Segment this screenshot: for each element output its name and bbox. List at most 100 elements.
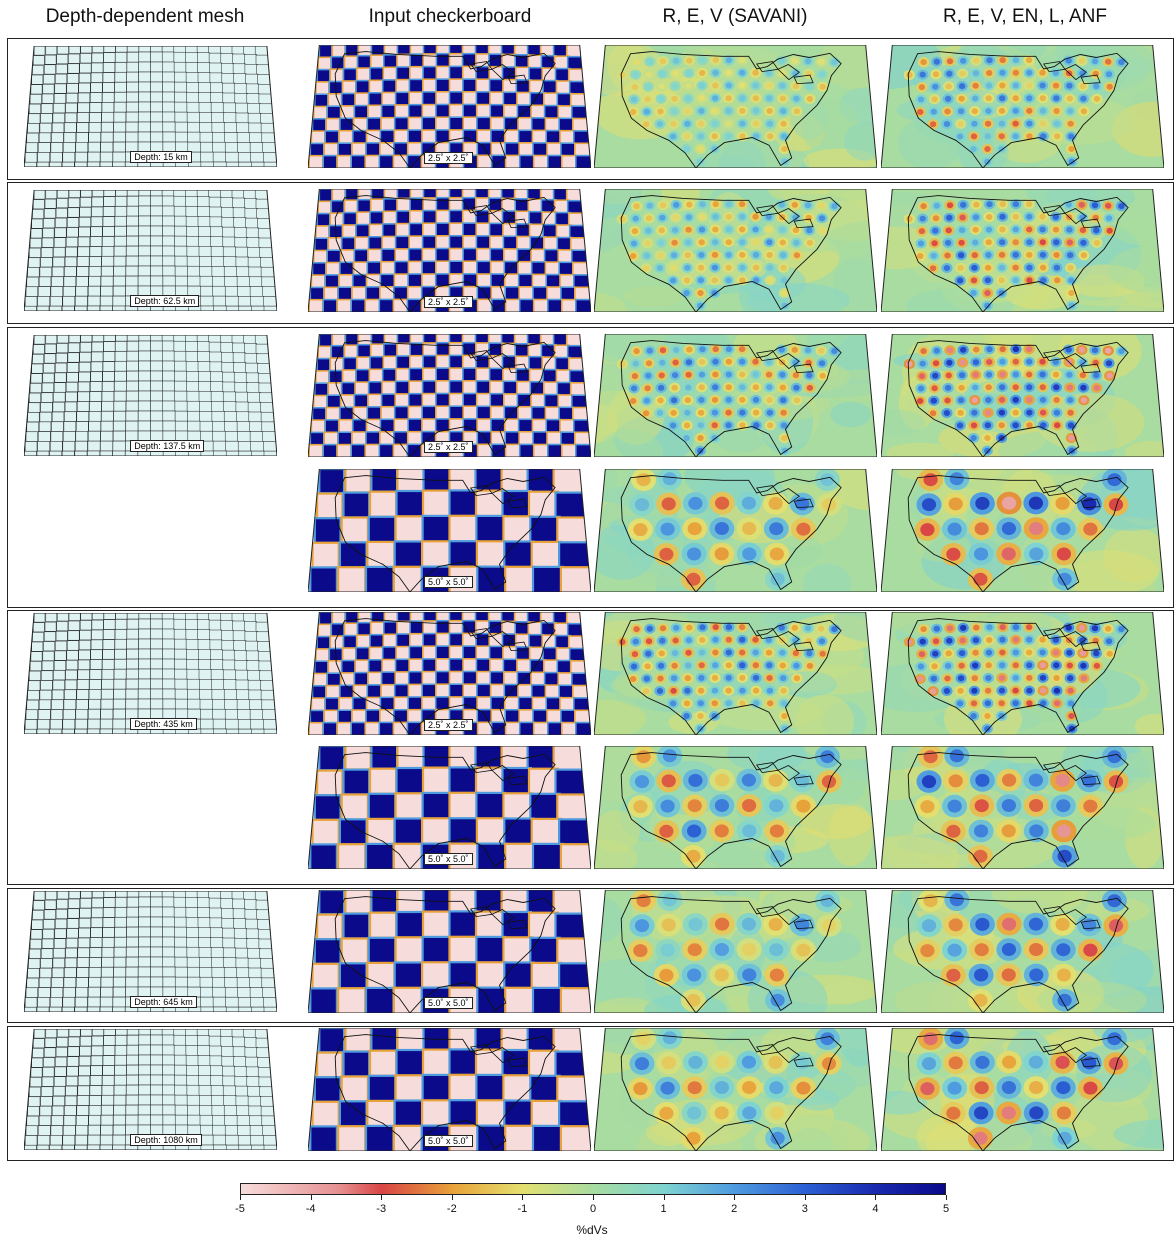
great-lake-outline — [793, 498, 814, 509]
input-checkerboard-panel: 5.0˚ x 5.0˚ — [308, 890, 591, 1013]
great-lake-outline — [491, 765, 514, 782]
full-dataset-recovery-panel — [881, 189, 1164, 312]
coastline — [334, 195, 556, 312]
savani-recovery-panel — [594, 1028, 877, 1151]
depth-label: Depth: 15 km — [130, 151, 192, 163]
savani-recovery-panel — [594, 334, 877, 457]
coastline — [334, 618, 556, 735]
checker-size-label: 5.0˚ x 5.0˚ — [424, 997, 473, 1009]
mesh-panel: Depth: 645 km — [24, 891, 277, 1012]
great-lake-outline — [1080, 218, 1101, 229]
header-input-checkerboard: Input checkerboard — [368, 6, 532, 27]
coastline — [907, 475, 1129, 592]
mesh-panel: Depth: 62.5 km — [24, 190, 277, 311]
colorbar-tick — [522, 1195, 524, 1200]
coastline — [620, 1034, 842, 1151]
header-full-dataset: R, E, V, EN, L, ANF — [942, 6, 1108, 27]
great-lake-outline — [1064, 909, 1087, 926]
colorbar-title: %dVs — [576, 1223, 608, 1237]
full-dataset-recovery-panel — [881, 746, 1164, 869]
checker-size-label: 2.5˚ x 2.5˚ — [424, 719, 473, 731]
full-dataset-recovery-panel — [881, 1028, 1164, 1151]
coastline — [334, 340, 556, 457]
depth-label: Depth: 645 km — [130, 996, 197, 1008]
input-checkerboard-panel: 5.0˚ x 5.0˚ — [308, 469, 591, 592]
coastline — [907, 195, 1129, 312]
colorbar-tick — [240, 1195, 241, 1200]
great-lake-outline — [491, 353, 514, 370]
coastline — [907, 51, 1129, 168]
great-lake-outline — [793, 641, 814, 652]
checker-size-label: 5.0˚ x 5.0˚ — [424, 1135, 473, 1147]
input-checkerboard-panel: 2.5˚ x 2.5˚ — [308, 612, 591, 735]
savani-recovery-panel — [594, 45, 877, 168]
coastline — [907, 1034, 1129, 1151]
great-lake-outline — [1064, 631, 1087, 648]
header-depth-mesh: Depth-dependent mesh — [45, 6, 245, 27]
great-lake-outline — [507, 775, 528, 786]
coastline — [334, 752, 556, 869]
great-lake-outline — [507, 74, 528, 85]
colorbar-tick-label: 3 — [801, 1203, 808, 1215]
great-lake-outline — [777, 765, 800, 782]
great-lake-outline — [777, 488, 800, 505]
great-lake-outline — [1080, 498, 1101, 509]
colorbar-tick-label: -4 — [305, 1203, 316, 1215]
great-lake-outline — [777, 909, 800, 926]
great-lake-outline — [793, 1057, 814, 1068]
colorbar: -5 -4 -3 -2 -1 0 1 2 3 4 5 %dVs — [235, 1183, 949, 1243]
great-lake-outline — [777, 64, 800, 81]
mesh-panel: Depth: 435 km — [24, 613, 277, 734]
great-lake-outline — [1064, 64, 1087, 81]
checker-size-label: 5.0˚ x 5.0˚ — [424, 853, 473, 865]
great-lake-outline — [491, 488, 514, 505]
colorbar-tick-label: 1 — [660, 1203, 667, 1215]
coastline — [620, 752, 842, 869]
mesh-panel: Depth: 15 km — [24, 46, 277, 167]
great-lake-outline — [491, 64, 514, 81]
colorbar-tick — [663, 1195, 665, 1200]
coastline — [620, 475, 842, 592]
great-lake-outline — [1064, 488, 1087, 505]
checker-size-label: 2.5˚ x 2.5˚ — [424, 296, 473, 308]
great-lake-outline — [491, 909, 514, 926]
full-dataset-recovery-panel — [881, 890, 1164, 1013]
colorbar-gradient — [240, 1183, 946, 1195]
colorbar-tick — [734, 1195, 736, 1200]
great-lake-outline — [777, 1047, 800, 1064]
depth-label: Depth: 137.5 km — [130, 440, 205, 452]
great-lake-outline — [1080, 74, 1101, 85]
checker-size-label: 2.5˚ x 2.5˚ — [424, 152, 473, 164]
coastline — [334, 896, 556, 1013]
checker-size-label: 5.0˚ x 5.0˚ — [424, 576, 473, 588]
great-lake-outline — [1080, 1057, 1101, 1068]
savani-recovery-panel — [594, 890, 877, 1013]
great-lake-outline — [793, 775, 814, 786]
great-lake-outline — [1064, 353, 1087, 370]
input-checkerboard-panel: 5.0˚ x 5.0˚ — [308, 1028, 591, 1151]
great-lake-outline — [793, 218, 814, 229]
colorbar-tick-label: -1 — [517, 1203, 528, 1215]
coastline — [620, 51, 842, 168]
colorbar-tick — [875, 1195, 877, 1200]
great-lake-outline — [777, 208, 800, 225]
colorbar-tick-label: -5 — [235, 1203, 245, 1215]
input-checkerboard-panel: 2.5˚ x 2.5˚ — [308, 45, 591, 168]
great-lake-outline — [1064, 1047, 1087, 1064]
depth-label: Depth: 1080 km — [130, 1134, 202, 1146]
great-lake-outline — [491, 208, 514, 225]
great-lake-outline — [507, 363, 528, 374]
coastline — [334, 51, 556, 168]
great-lake-outline — [1080, 919, 1101, 930]
colorbar-tick — [451, 1195, 453, 1200]
great-lake-outline — [777, 353, 800, 370]
full-dataset-recovery-panel — [881, 45, 1164, 168]
coastline — [620, 896, 842, 1013]
coastline — [907, 752, 1129, 869]
coastline — [907, 618, 1129, 735]
great-lake-outline — [507, 1057, 528, 1068]
coastline — [334, 475, 556, 592]
great-lake-outline — [793, 74, 814, 85]
coastline — [620, 340, 842, 457]
great-lake-outline — [1064, 765, 1087, 782]
